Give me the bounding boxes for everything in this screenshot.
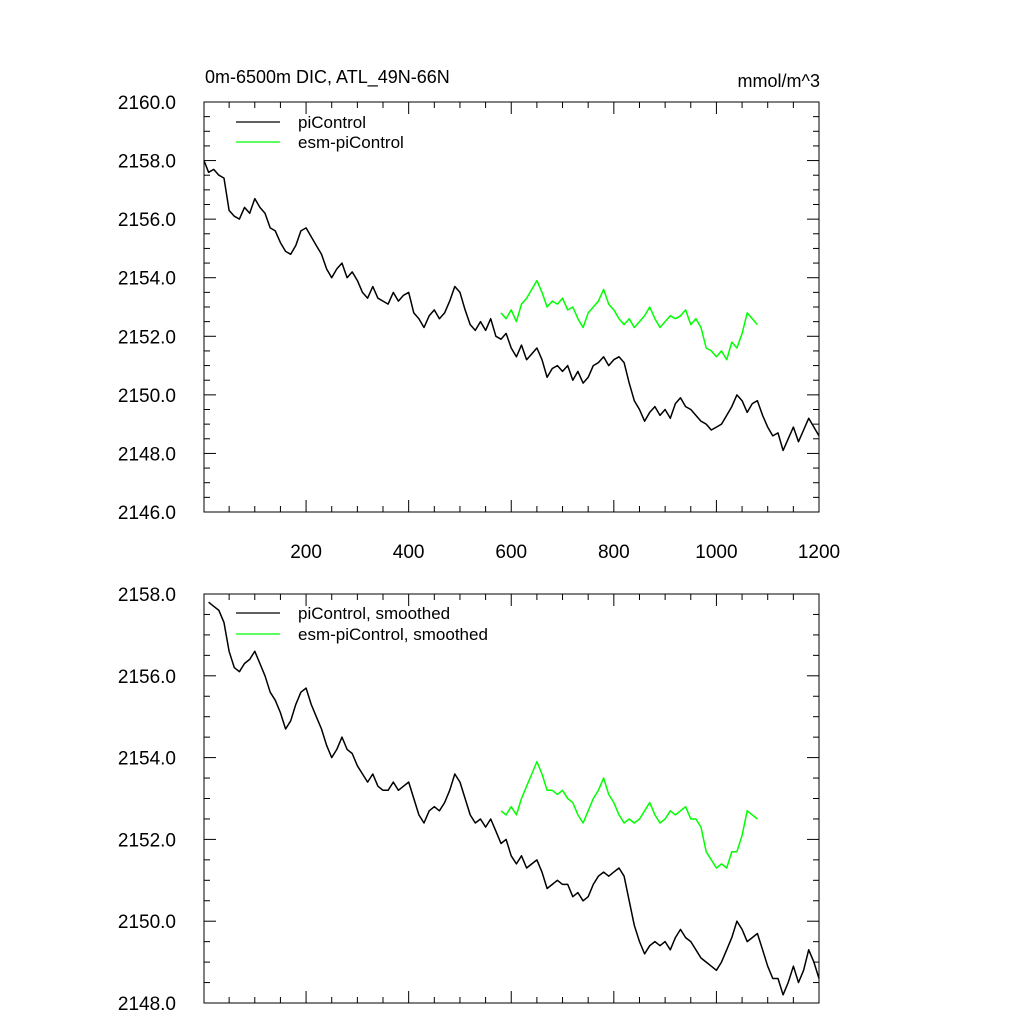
bottom-legend: piControl, smoothed esm-piControl, smoot… xyxy=(236,604,488,644)
top-chart-title: 0m-6500m DIC, ATL_49N-66N xyxy=(205,67,450,88)
top-x-tick-label: 200 xyxy=(290,542,322,563)
top-series-line-esm-picontrol xyxy=(500,279,758,361)
top-x-tick-label: 800 xyxy=(598,542,630,563)
bottom-legend-label-esm-picontrol: esm-piControl, smoothed xyxy=(298,625,488,644)
top-plot-area: 2146.0 2148.0 2150.0 2152.0 2154.0 2156.0 2158… xyxy=(118,93,840,563)
top-y-tick-label: 2150.0 xyxy=(118,386,176,407)
bottom-y-tick-label: 2150.0 xyxy=(118,912,176,933)
top-y-tick-label: 2160.0 xyxy=(118,93,176,114)
bottom-legend-label-picontrol: piControl, smoothed xyxy=(298,604,450,623)
top-y-tick-label: 2152.0 xyxy=(118,327,176,348)
bottom-y-tick-label: 2152.0 xyxy=(118,830,176,851)
top-legend: piControl esm-piControl xyxy=(236,113,404,152)
bottom-series-line-esm-picontrol xyxy=(500,760,758,869)
bottom-panel: 2148.0 2150.0 2152.0 2154.0 2156.0 2158.0 piC… xyxy=(118,585,820,1015)
top-y-tick-label: 2156.0 xyxy=(118,210,176,231)
bottom-plot-area: 2148.0 2150.0 2152.0 2154.0 2156.0 2158.0 xyxy=(118,585,820,1015)
top-x-tick-label: 600 xyxy=(495,542,527,563)
top-legend-label-picontrol: piControl xyxy=(298,113,366,132)
top-x-tick-label: 1000 xyxy=(695,542,737,563)
top-legend-label-esm-picontrol: esm-piControl xyxy=(298,133,404,152)
bottom-y-tick-label: 2158.0 xyxy=(118,585,176,606)
bottom-y-tick-label: 2154.0 xyxy=(118,749,176,770)
top-y-tick-label: 2148.0 xyxy=(118,444,176,465)
bottom-y-tick-label: 2148.0 xyxy=(118,994,176,1015)
top-y-tick-label: 2146.0 xyxy=(118,503,176,524)
bottom-series-line-picontrol xyxy=(208,601,820,996)
top-x-tick-label: 1200 xyxy=(798,542,840,563)
bottom-y-tick-label: 2156.0 xyxy=(118,667,176,688)
top-series-line-picontrol xyxy=(203,160,820,452)
top-x-tick-label: 400 xyxy=(393,542,425,563)
top-y-tick-label: 2158.0 xyxy=(118,152,176,173)
top-y-tick-label: 2154.0 xyxy=(118,269,176,290)
top-chart-units: mmol/m^3 xyxy=(738,71,820,91)
top-panel: 0m-6500m DIC, ATL_49N-66N mmol/m^3 2146.… xyxy=(118,67,840,563)
